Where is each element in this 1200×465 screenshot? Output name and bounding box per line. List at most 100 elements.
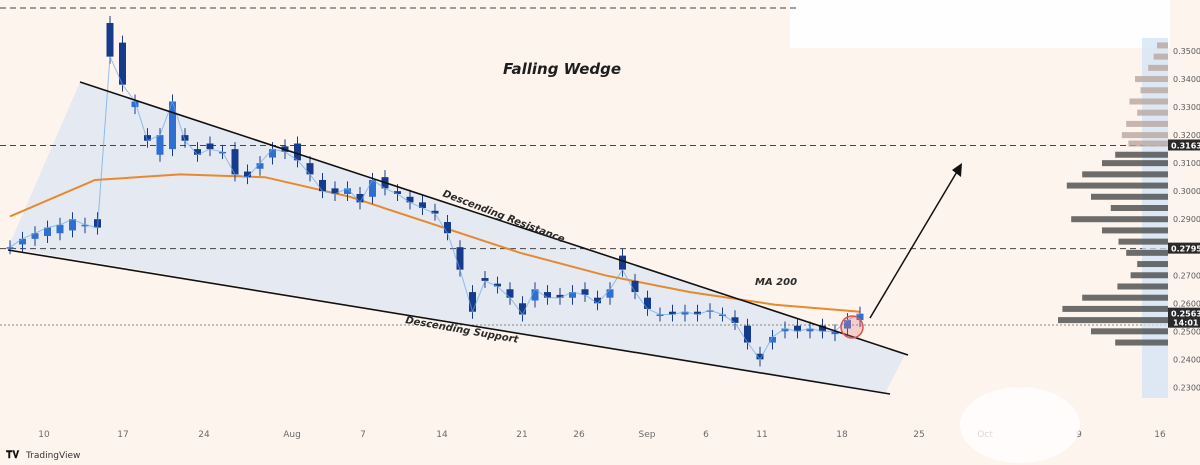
candle-body [819, 325, 826, 332]
x-tick-label: 6 [703, 430, 709, 440]
candle-body [456, 247, 464, 270]
x-tick-label: 17 [117, 430, 128, 440]
y-tick-label: 0.3200 [1173, 131, 1200, 140]
volume-profile-bar [1148, 64, 1168, 71]
candle-body [331, 188, 339, 194]
x-tick-label: 16 [1154, 430, 1166, 440]
candle-body [481, 278, 489, 281]
candle-body [69, 219, 76, 231]
volume-profile-bar [1062, 305, 1168, 312]
candle-body [369, 179, 376, 197]
volume-profile [1058, 38, 1168, 398]
candle-body [556, 294, 564, 298]
chart-title: Falling Wedge [503, 60, 621, 78]
volume-profile-bar [1071, 216, 1168, 223]
candle-body [181, 135, 189, 141]
price-badge-time: 14:01 [1173, 319, 1199, 328]
volume-profile-bar [1157, 42, 1168, 49]
candle-body [769, 336, 776, 343]
volume-profile-bar [1129, 98, 1168, 105]
descending-resistance-line [79, 81, 909, 356]
candle-body [319, 179, 326, 192]
volume-profile-bar [1137, 109, 1168, 116]
candle-body [419, 202, 426, 208]
y-tick-label: 0.3100 [1173, 159, 1200, 168]
candle-body [744, 325, 751, 343]
volume-profile-bar [1117, 283, 1168, 290]
volume-profile-bar [1118, 238, 1168, 245]
candle-body [719, 314, 726, 317]
descending-support-line [7, 249, 891, 395]
volume-profile-bar [1091, 193, 1168, 200]
x-tick-label: 14 [436, 430, 448, 440]
candle-body [169, 101, 176, 150]
volume-profile-bar [1058, 317, 1168, 324]
candle-body [306, 163, 314, 175]
candle-body [106, 22, 114, 57]
volume-profile-bar [1121, 132, 1168, 139]
candle-body [444, 222, 451, 234]
candle-body [756, 353, 764, 360]
x-tick-label: 26 [573, 430, 585, 440]
ma-200-label: MA 200 [755, 277, 797, 288]
volume-profile-bar [1082, 171, 1168, 178]
volume-profile-bar [1140, 87, 1168, 94]
projection-arrow [869, 169, 959, 319]
volume-profile-bar [1126, 120, 1168, 127]
volume-profile-bar [1091, 328, 1168, 335]
volume-profile-bar [1082, 294, 1168, 301]
candle-body [806, 328, 814, 332]
candle-body [469, 292, 476, 312]
candle-body [644, 297, 651, 309]
candle-body [81, 224, 89, 227]
candle-body [781, 328, 789, 332]
candle-body [531, 289, 539, 301]
tradingview-brand: TradingView [25, 451, 80, 461]
x-axis: 101724Aug7142126Sep6111825Oct916 [38, 430, 1166, 440]
y-tick-label: 0.2400 [1173, 355, 1200, 364]
bottom-right-glare [960, 387, 1080, 463]
candle-body [631, 280, 639, 293]
candle-body [206, 143, 214, 150]
price-badge-label: 0.2563 [1171, 310, 1200, 319]
candle-body [681, 311, 689, 315]
candle-body [606, 289, 614, 298]
candle-body [431, 210, 439, 214]
candle-body [344, 188, 351, 194]
volume-profile-bar [1066, 182, 1168, 189]
candle-body [156, 135, 164, 155]
volume-profile-bar [1102, 227, 1168, 234]
candle-body [581, 289, 589, 295]
x-tick-label: 21 [516, 430, 527, 440]
y-tick-label: 0.3300 [1173, 103, 1200, 112]
projection-arrow-head-icon [952, 163, 962, 177]
y-tick-label: 0.2300 [1173, 383, 1200, 392]
x-tick-label: 7 [360, 430, 366, 440]
candle-body [19, 238, 26, 245]
candle-body [731, 317, 739, 323]
x-tick-label: 9 [1076, 430, 1082, 440]
candle-body [669, 311, 676, 315]
candle-body [231, 149, 239, 175]
candle-body [6, 247, 14, 249]
candle-body [794, 325, 801, 332]
candle-body [119, 42, 126, 85]
candle-body [844, 320, 851, 329]
candle-body [494, 283, 501, 287]
price-series [6, 15, 864, 367]
candle-body [656, 314, 664, 317]
candle-body [31, 233, 39, 239]
candle-body [506, 289, 514, 298]
price-badge-label: 0.3163 [1171, 141, 1200, 150]
candle-body [544, 292, 551, 298]
tradingview-mark-icon: 𝐓𝐕 [6, 449, 19, 461]
tradingview-logo: 𝐓𝐕 TradingView [6, 449, 80, 461]
price-badge [1168, 139, 1200, 151]
candle-body [706, 310, 714, 312]
candle-body [856, 313, 864, 321]
ma-200-path [9, 173, 861, 313]
candle-body [569, 292, 576, 298]
candle-body [131, 101, 139, 108]
y-axis: 0.3500 0.3400 0.3300 0.3200 0.3100 0.3000 0.29… [1168, 47, 1200, 392]
